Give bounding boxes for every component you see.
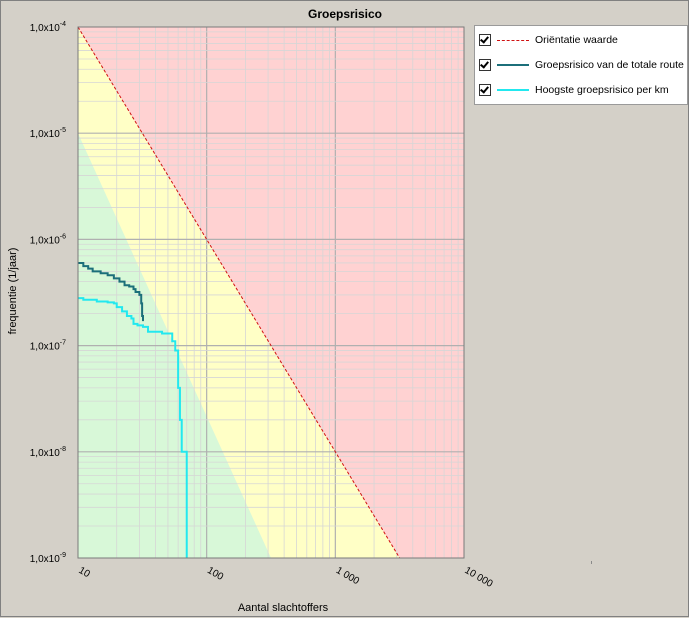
- y-tick-exponent: -9: [60, 552, 66, 559]
- y-tick-mantissa: 1,0x10: [30, 448, 60, 459]
- y-tick-label: 1,0x10-9: [30, 552, 66, 565]
- y-tick-mantissa: 1,0x10: [30, 342, 60, 353]
- legend-label: Groepsrisico van de totale route: [535, 59, 684, 71]
- y-tick-mantissa: 1,0x10: [30, 235, 60, 246]
- legend-checkbox[interactable]: [479, 59, 491, 71]
- legend-swatch-cyan: [497, 89, 529, 91]
- legend-item-groepsrisico-totale-route[interactable]: Groepsrisico van de totale route: [479, 56, 684, 74]
- legend-label: Hoogste groepsrisico per km: [535, 84, 669, 96]
- y-axis-label: frequentie (1/jaar): [7, 248, 19, 335]
- series-lines: [77, 26, 401, 559]
- y-tick-exponent: -7: [60, 340, 66, 347]
- y-tick-label: 1,0x10-8: [30, 446, 66, 459]
- y-tick-label: 1,0x10-4: [30, 21, 66, 34]
- legend-checkbox[interactable]: [479, 34, 491, 46]
- series-line-2: [78, 297, 188, 558]
- series-line-1: [78, 261, 144, 322]
- y-tick-exponent: -5: [60, 127, 66, 134]
- y-tick-exponent: -6: [60, 233, 66, 240]
- legend-swatch-dashed: [497, 39, 529, 41]
- x-tick-label: 10: [77, 565, 93, 580]
- chart-title: Groepsrisico: [308, 7, 382, 21]
- y-tick-exponent: -4: [60, 21, 66, 28]
- y-tick-label: 1,0x10-5: [30, 127, 66, 140]
- x-axis-label: Aantal slachtoffers: [238, 602, 329, 614]
- resize-mark: [591, 561, 592, 564]
- y-tick-mantissa: 1,0x10: [30, 129, 60, 140]
- legend-swatch-dark: [497, 64, 529, 66]
- series-line-0: [77, 26, 401, 559]
- legend-item-orientatie-waarde[interactable]: Oriëntatie waarde: [479, 31, 618, 49]
- legend-item-hoogste-groepsrisico-per-km[interactable]: Hoogste groepsrisico per km: [479, 81, 669, 99]
- legend: Oriëntatie waarde Groepsrisico van de to…: [474, 25, 688, 105]
- y-tick-mantissa: 1,0x10: [30, 554, 60, 565]
- plot-area-border: [77, 26, 465, 559]
- x-tick-label: 100: [205, 565, 225, 583]
- legend-label: Oriëntatie waarde: [535, 34, 618, 46]
- y-tick-mantissa: 1,0x10: [30, 23, 60, 34]
- y-tick-exponent: -8: [60, 446, 66, 453]
- legend-checkbox[interactable]: [479, 84, 491, 96]
- x-tick-label: 1 000: [334, 565, 362, 587]
- y-tick-label: 1,0x10-7: [30, 340, 66, 353]
- x-tick-label: 10 000: [463, 565, 495, 590]
- y-tick-label: 1,0x10-6: [30, 233, 66, 246]
